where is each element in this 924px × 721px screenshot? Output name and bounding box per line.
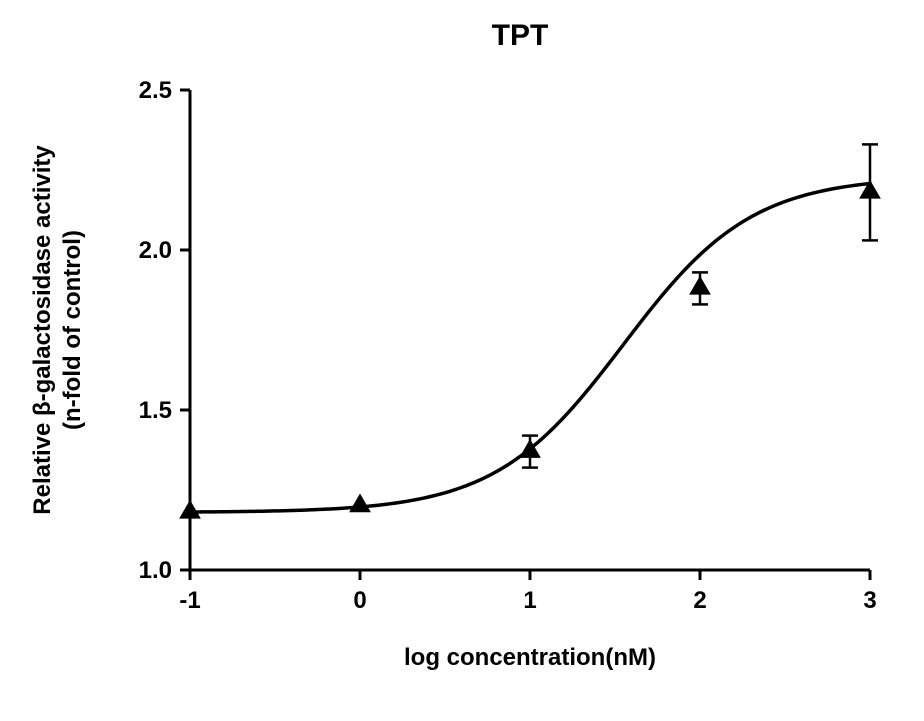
y-tick-label: 1.5	[139, 397, 172, 424]
x-tick-label: 0	[353, 587, 366, 614]
y-tick-label: 1.0	[139, 557, 172, 584]
x-tick-label: 1	[523, 587, 536, 614]
y-tick-label: 2.5	[139, 77, 172, 104]
x-axis-label: log concentration(nM)	[404, 644, 656, 671]
x-tick-label: 3	[863, 587, 876, 614]
y-axis-label-line1: Relative β-galactosidase activity	[29, 145, 56, 515]
y-axis-label-line2: (n-fold of control)	[59, 230, 86, 430]
dose-response-chart: TPT Relative β-galactosidase activity (n…	[0, 0, 924, 721]
x-tick-label: -1	[179, 587, 200, 614]
chart-title: TPT	[492, 19, 549, 52]
y-tick-label: 2.0	[139, 237, 172, 264]
chart-background	[0, 0, 924, 721]
x-tick-label: 2	[693, 587, 706, 614]
chart-container: TPT Relative β-galactosidase activity (n…	[0, 0, 924, 721]
